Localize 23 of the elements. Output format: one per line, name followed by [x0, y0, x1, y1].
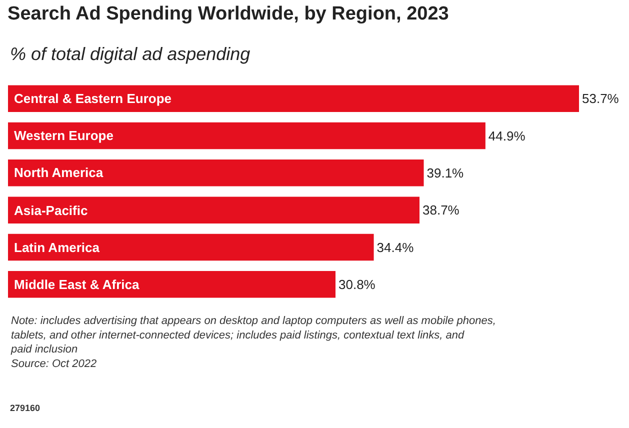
data-label: 39.1%	[426, 165, 464, 180]
y-tick-label: Latin America	[14, 240, 100, 255]
source-note: Source: Oct 2022	[11, 358, 97, 370]
bar	[8, 234, 374, 261]
y-tick-label: Western Europe	[14, 128, 114, 143]
y-tick-label: North America	[14, 165, 104, 180]
chart-subtitle: % of total digital ad aspending	[10, 44, 250, 64]
data-label: 53.7%	[582, 91, 620, 106]
data-label: 38.7%	[422, 202, 460, 218]
text: Note: includes advertising that appears on desktop and laptop computers as well as mobile phones, tablets, and other internet-connected devices; includes paid listings, contextual text links, and paid inclusion	[10, 315, 496, 356]
bar	[8, 271, 336, 298]
bar	[8, 85, 579, 112]
data-label: 44.9%	[488, 128, 526, 144]
y-tick-label: Asia-Pacific	[14, 203, 88, 218]
y-tick-label: Middle East & Africa	[14, 277, 140, 292]
y-tick-label: Central & Eastern Europe	[14, 91, 172, 106]
bar	[8, 160, 424, 186]
text: 279160	[10, 403, 40, 413]
chart-title: Search Ad Spending Worldwide, by Region, 2023	[8, 4, 449, 25]
data-label: 34.4%	[376, 240, 414, 255]
bar	[8, 196, 420, 224]
data-label: 30.8%	[338, 276, 376, 292]
bar	[8, 122, 486, 150]
